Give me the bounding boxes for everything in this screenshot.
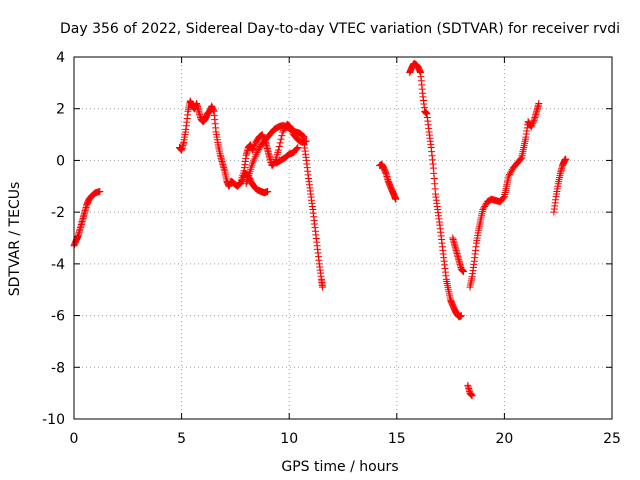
- data-point: [294, 144, 302, 151]
- y-tick-label: -2: [51, 205, 65, 221]
- plot-frame: [73, 56, 613, 420]
- data-point: [255, 146, 263, 154]
- gridlines: [74, 57, 612, 419]
- data-point: [468, 392, 476, 400]
- y-tick-label: 4: [56, 50, 65, 66]
- data-point: [460, 268, 468, 276]
- data-point: [300, 133, 308, 141]
- data-point: [506, 170, 514, 178]
- data-point: [319, 283, 327, 291]
- data-point: [299, 132, 307, 140]
- data-point: [249, 145, 257, 153]
- x-tick-label: 20: [495, 431, 513, 447]
- data-point: [392, 195, 400, 203]
- data-point: [479, 206, 487, 214]
- x-tick-labels: 0 5 10 15 20 25: [70, 431, 621, 447]
- x-tick-label: 15: [388, 431, 406, 447]
- chart-title: Day 356 of 2022, Sidereal Day-to-day VTE…: [60, 21, 620, 37]
- data-point: [277, 135, 285, 143]
- data-point: [517, 155, 525, 163]
- data-point: [251, 141, 259, 149]
- data-point: [250, 143, 258, 151]
- y-tick-label: 2: [56, 102, 65, 118]
- data-point: [457, 312, 465, 320]
- y-tick-label: -4: [51, 257, 65, 273]
- x-tick-label: 10: [280, 431, 298, 447]
- y-tick-label: -8: [51, 360, 65, 376]
- data-point: [528, 121, 536, 129]
- data-points: [70, 59, 570, 400]
- y-axis-title: SDTVAR / TECUs: [7, 182, 23, 297]
- y-tick-label: 0: [56, 153, 65, 169]
- data-point: [506, 169, 514, 177]
- data-point: [274, 146, 282, 154]
- data-point: [299, 132, 307, 140]
- data-point: [293, 145, 301, 153]
- data-point: [276, 139, 284, 147]
- data-point: [535, 100, 543, 108]
- y-tick-labels: -10 -8 -6 -4 -2 0 2 4: [42, 50, 65, 428]
- data-point: [481, 201, 489, 209]
- data-point: [256, 144, 264, 152]
- data-point: [480, 204, 488, 212]
- data-point: [278, 132, 286, 140]
- x-tick-label: 0: [70, 431, 79, 447]
- data-point: [529, 120, 537, 128]
- data-point: [275, 142, 283, 150]
- x-axis-title: GPS time / hours: [281, 459, 398, 475]
- data-point: [302, 137, 310, 145]
- y-tick-label: -6: [51, 309, 65, 325]
- data-point: [527, 123, 535, 131]
- x-tick-label: 25: [603, 431, 621, 447]
- data-point: [505, 172, 513, 180]
- y-tick-label: -10: [42, 412, 65, 428]
- data-point: [481, 202, 489, 210]
- data-point: [279, 128, 287, 136]
- data-point: [562, 155, 570, 163]
- data-point: [529, 118, 537, 126]
- data-point: [264, 187, 272, 195]
- data-point: [530, 117, 538, 125]
- data-point: [258, 131, 266, 139]
- data-point: [253, 149, 261, 157]
- data-point: [507, 167, 515, 175]
- data-point: [239, 174, 247, 182]
- data-point: [96, 187, 104, 195]
- data-point: [249, 146, 257, 154]
- data-point: [238, 177, 246, 185]
- x-tick-label: 5: [177, 431, 186, 447]
- data-point: [500, 194, 508, 202]
- data-point: [254, 147, 262, 155]
